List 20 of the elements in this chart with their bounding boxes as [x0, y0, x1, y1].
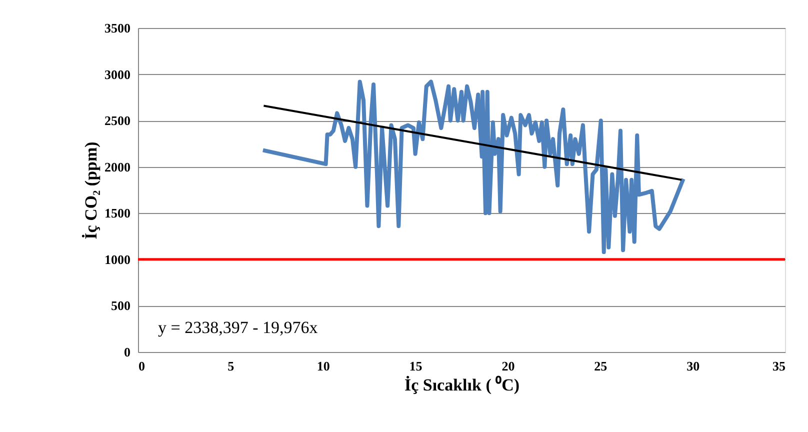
y-tick-label: 3000	[104, 66, 130, 82]
y-tick-label: 2500	[104, 113, 130, 128]
y-tick-label: 2000	[104, 159, 130, 174]
x-tick-label: 25	[594, 358, 608, 374]
y-tick-label: 0	[124, 344, 130, 360]
x-tick-label: 20	[502, 358, 515, 374]
x-tick-label: 10	[316, 358, 330, 374]
x-tick-label: 35	[772, 358, 786, 374]
y-tick-label: 1000	[104, 252, 130, 267]
line-series	[260, 80, 686, 254]
x-axis-title: İç Sıcaklık ( ⁰C)	[404, 376, 520, 394]
annotation: y = 2338,397 - 19,976x	[158, 318, 318, 337]
x-tick-label: 5	[228, 358, 235, 374]
y-tick-label: 1500	[104, 206, 130, 221]
y-tick-label: 3500	[104, 20, 130, 36]
x-tick-label: 0	[138, 358, 145, 374]
y-axis-title: İç CO₂ (ppm)	[82, 142, 100, 240]
y-tick-label: 500	[111, 298, 130, 314]
x-tick-label: 15	[409, 358, 423, 374]
x-tick-label: 30	[686, 358, 700, 374]
